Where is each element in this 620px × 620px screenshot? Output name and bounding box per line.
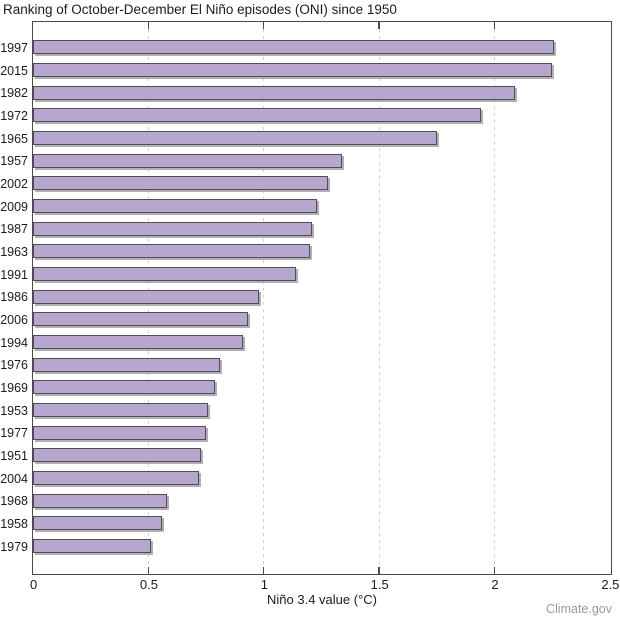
y-axis-label-1994: 1994 <box>0 335 28 350</box>
tick-mark <box>147 22 150 29</box>
y-axis-label-1951: 1951 <box>0 448 28 463</box>
credit-watermark: Climate.gov <box>546 602 612 616</box>
y-axis-label-1979: 1979 <box>0 539 28 554</box>
y-axis-label-1965: 1965 <box>0 131 28 146</box>
tick-mark <box>378 22 380 29</box>
bar-1957 <box>33 153 343 168</box>
bar-1997 <box>33 40 555 55</box>
y-axis-label-2006: 2006 <box>0 312 28 327</box>
x-tick-label: 1 <box>260 577 268 592</box>
gridline <box>493 22 495 574</box>
y-axis-label-1972: 1972 <box>0 108 28 123</box>
bar-1987 <box>33 221 313 236</box>
x-tick-label: 0.5 <box>139 577 158 592</box>
y-axis-label-1957: 1957 <box>0 154 28 169</box>
tick-mark <box>262 567 265 574</box>
tick-mark <box>378 567 380 574</box>
y-axis-label-1969: 1969 <box>0 380 28 395</box>
x-tick-label: 2 <box>491 577 499 592</box>
y-axis-label-2002: 2002 <box>0 176 28 191</box>
bar-2002 <box>33 176 329 191</box>
tick-mark <box>493 22 496 29</box>
bar-1994 <box>33 335 243 350</box>
y-axis-label-1982: 1982 <box>0 86 28 101</box>
bar-2015 <box>33 63 553 78</box>
bar-2004 <box>33 471 200 486</box>
gridline <box>263 22 265 574</box>
bar-1972 <box>33 108 481 123</box>
bar-1977 <box>33 425 207 440</box>
bar-1982 <box>33 85 516 100</box>
x-tick-label: 2.5 <box>601 577 620 592</box>
bar-1968 <box>33 493 167 508</box>
y-axis-label-2009: 2009 <box>0 199 28 214</box>
y-axis-label-1987: 1987 <box>0 222 28 237</box>
y-axis-label-2015: 2015 <box>0 63 28 78</box>
y-axis-label-1986: 1986 <box>0 290 28 305</box>
y-axis-label-2004: 2004 <box>0 471 28 486</box>
tick-mark <box>262 22 265 29</box>
y-axis-label-1963: 1963 <box>0 244 28 259</box>
bar-1991 <box>33 267 297 282</box>
bar-2006 <box>33 312 248 327</box>
bar-1979 <box>33 539 151 554</box>
tick-mark <box>147 567 150 574</box>
x-axis-title: Niño 3.4 value (°C) <box>267 592 377 607</box>
bar-1963 <box>33 244 310 259</box>
x-tick-label: 0 <box>29 577 38 592</box>
chart-title: Ranking of October-December El Niño epis… <box>3 2 397 17</box>
y-axis-label-1958: 1958 <box>0 516 28 531</box>
bar-1965 <box>33 131 437 146</box>
bar-1953 <box>33 403 209 418</box>
tick-mark <box>493 567 496 574</box>
bar-1958 <box>33 516 163 531</box>
bar-1976 <box>33 357 220 372</box>
plot-area <box>32 21 612 575</box>
x-tick-label: 1.5 <box>370 577 389 592</box>
y-axis-label-1953: 1953 <box>0 403 28 418</box>
y-axis-label-1976: 1976 <box>0 358 28 373</box>
y-axis-label-1977: 1977 <box>0 426 28 441</box>
y-axis-label-1997: 1997 <box>0 41 28 55</box>
bar-1951 <box>33 448 202 463</box>
bar-1986 <box>33 289 260 304</box>
gridline <box>378 22 380 574</box>
y-axis-label-1991: 1991 <box>0 267 28 282</box>
bar-1969 <box>33 380 216 395</box>
y-axis-label-1968: 1968 <box>0 494 28 509</box>
bar-2009 <box>33 199 317 214</box>
